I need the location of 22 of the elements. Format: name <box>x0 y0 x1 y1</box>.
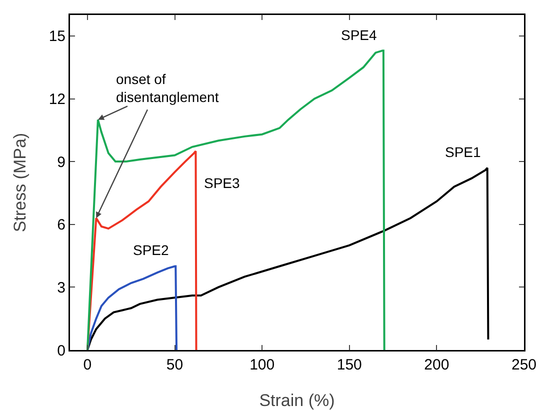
x-tick-label: 100 <box>250 356 275 374</box>
y-tick-label: 15 <box>48 28 66 46</box>
line-series <box>86 50 386 350</box>
x-tick-label: 200 <box>424 356 450 374</box>
series-label: SPE2 <box>133 242 170 258</box>
x-axis-title: Strain (%) <box>259 391 335 410</box>
y-axis-title: Stress (MPa) <box>10 132 30 232</box>
y-tick-label: 3 <box>57 279 66 296</box>
annotation: onset of disentanglement <box>116 71 219 106</box>
x-tick-label: 0 <box>83 356 92 374</box>
y-tick-label: 12 <box>48 91 66 108</box>
y-tick-label: 9 <box>57 154 66 171</box>
x-tick-label: 250 <box>511 356 537 374</box>
y-tick-label: 6 <box>57 216 66 234</box>
x-tick-label: 50 <box>166 356 184 374</box>
y-tick-label: 0 <box>57 342 66 360</box>
series-label: SPE3 <box>204 175 240 191</box>
series-label: SPE4 <box>341 27 378 43</box>
line-series <box>86 265 178 350</box>
line-series <box>86 150 198 350</box>
series-label: SPE1 <box>445 144 482 160</box>
x-tick-label: 150 <box>336 356 362 374</box>
